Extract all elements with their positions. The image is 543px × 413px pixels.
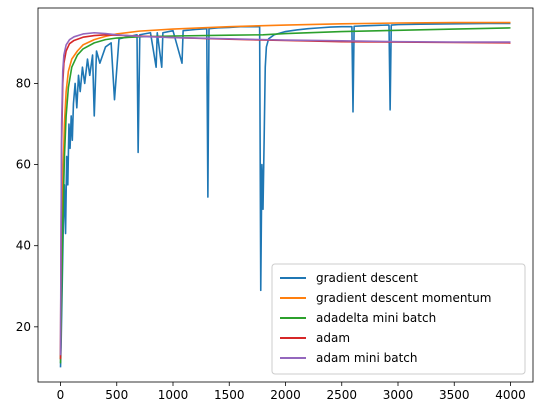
series-layer — [59, 21, 511, 368]
y-tick-label: 40 — [16, 239, 31, 253]
x-tick-label: 500 — [105, 388, 128, 402]
ticks-layer: 0 500 1000 1500 2000 2500 3000 3500 4000 20 40 60 80 — [16, 76, 526, 402]
x-tick-label: 0 — [57, 388, 65, 402]
series-line-gradient-descent-momentum — [59, 21, 511, 360]
series-line-adadelta-mini-batch — [59, 27, 511, 364]
series-line-adam-mini-batch — [59, 31, 511, 356]
legend-box — [271, 263, 526, 375]
x-tick-label: 3000 — [383, 388, 414, 402]
series-line-gradient-descent — [59, 22, 511, 368]
x-tick-label: 1000 — [158, 388, 189, 402]
y-tick-label: 20 — [16, 320, 31, 334]
x-tick-label: 3500 — [439, 388, 470, 402]
legend-label: gradient descent momentum — [316, 291, 491, 305]
x-tick-label: 1500 — [214, 388, 245, 402]
x-tick-label: 2500 — [326, 388, 357, 402]
legend-label: adam mini batch — [316, 351, 417, 365]
legend-label: gradient descent — [316, 271, 418, 285]
y-tick-label: 80 — [16, 76, 31, 90]
y-tick-label: 60 — [16, 158, 31, 172]
legend-label: adam — [316, 331, 350, 345]
legend-label: adadelta mini batch — [316, 311, 436, 325]
legend: gradient descent gradient descent momentu… — [271, 263, 526, 375]
x-tick-label: 4000 — [495, 388, 526, 402]
x-tick-label: 2000 — [270, 388, 301, 402]
